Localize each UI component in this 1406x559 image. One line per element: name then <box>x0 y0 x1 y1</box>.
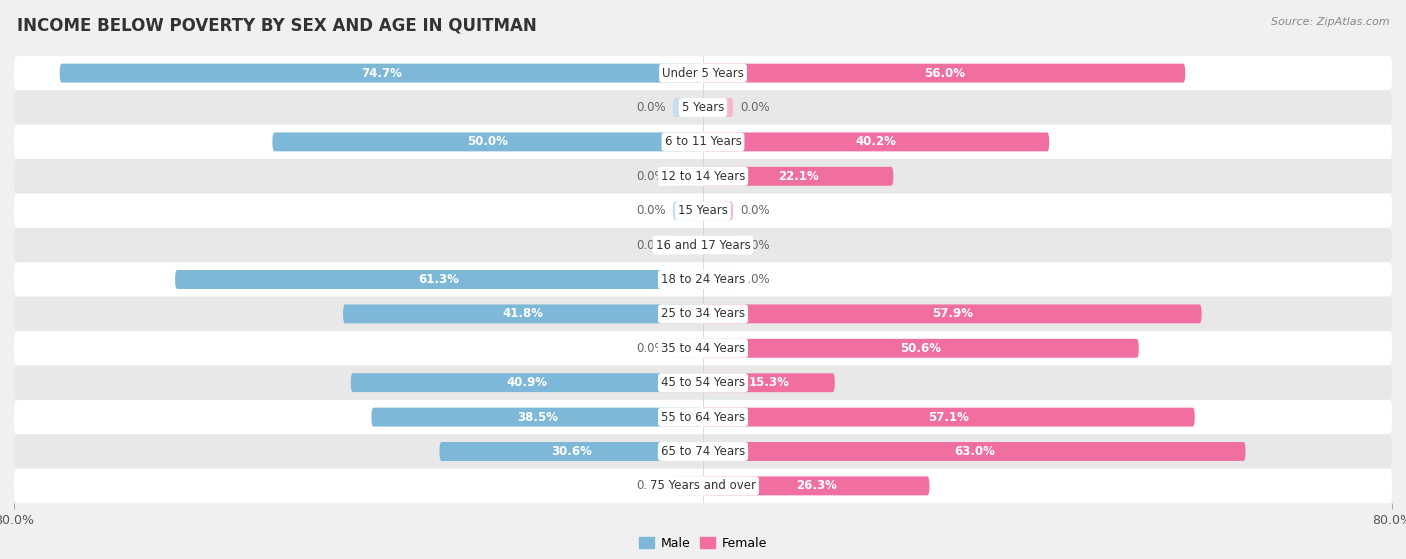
Text: 15 Years: 15 Years <box>678 204 728 217</box>
Text: 26.3%: 26.3% <box>796 480 837 492</box>
Text: 41.8%: 41.8% <box>502 307 544 320</box>
FancyBboxPatch shape <box>14 228 1392 262</box>
Text: 38.5%: 38.5% <box>517 411 558 424</box>
Text: 25 to 34 Years: 25 to 34 Years <box>661 307 745 320</box>
Text: 18 to 24 Years: 18 to 24 Years <box>661 273 745 286</box>
Text: 35 to 44 Years: 35 to 44 Years <box>661 342 745 355</box>
Text: 50.0%: 50.0% <box>467 135 508 148</box>
Legend: Male, Female: Male, Female <box>634 532 772 555</box>
Text: 0.0%: 0.0% <box>637 342 666 355</box>
FancyBboxPatch shape <box>14 434 1392 468</box>
Text: INCOME BELOW POVERTY BY SEX AND AGE IN QUITMAN: INCOME BELOW POVERTY BY SEX AND AGE IN Q… <box>17 17 537 35</box>
Text: 6 to 11 Years: 6 to 11 Years <box>665 135 741 148</box>
FancyBboxPatch shape <box>14 366 1392 400</box>
FancyBboxPatch shape <box>14 56 1392 91</box>
FancyBboxPatch shape <box>703 64 1185 83</box>
FancyBboxPatch shape <box>59 64 703 83</box>
Text: 40.2%: 40.2% <box>856 135 897 148</box>
FancyBboxPatch shape <box>673 98 703 117</box>
FancyBboxPatch shape <box>14 468 1392 503</box>
Text: 65 to 74 Years: 65 to 74 Years <box>661 445 745 458</box>
FancyBboxPatch shape <box>703 201 733 220</box>
Text: 56.0%: 56.0% <box>924 67 965 79</box>
FancyBboxPatch shape <box>673 201 703 220</box>
FancyBboxPatch shape <box>673 167 703 186</box>
Text: 5 Years: 5 Years <box>682 101 724 114</box>
FancyBboxPatch shape <box>14 262 1392 297</box>
FancyBboxPatch shape <box>703 98 733 117</box>
FancyBboxPatch shape <box>350 373 703 392</box>
Text: 0.0%: 0.0% <box>740 101 769 114</box>
Text: 0.0%: 0.0% <box>637 480 666 492</box>
Text: 15.3%: 15.3% <box>748 376 789 389</box>
Text: 0.0%: 0.0% <box>637 204 666 217</box>
FancyBboxPatch shape <box>673 236 703 254</box>
Text: 45 to 54 Years: 45 to 54 Years <box>661 376 745 389</box>
FancyBboxPatch shape <box>703 270 733 289</box>
Text: 50.6%: 50.6% <box>900 342 942 355</box>
Text: Under 5 Years: Under 5 Years <box>662 67 744 79</box>
FancyBboxPatch shape <box>703 236 733 254</box>
FancyBboxPatch shape <box>703 167 893 186</box>
FancyBboxPatch shape <box>343 305 703 323</box>
Text: 0.0%: 0.0% <box>740 204 769 217</box>
Text: 61.3%: 61.3% <box>419 273 460 286</box>
Text: 0.0%: 0.0% <box>637 170 666 183</box>
Text: 22.1%: 22.1% <box>778 170 818 183</box>
FancyBboxPatch shape <box>14 91 1392 125</box>
FancyBboxPatch shape <box>673 339 703 358</box>
FancyBboxPatch shape <box>14 400 1392 434</box>
FancyBboxPatch shape <box>371 408 703 427</box>
FancyBboxPatch shape <box>703 408 1195 427</box>
FancyBboxPatch shape <box>14 297 1392 331</box>
FancyBboxPatch shape <box>176 270 703 289</box>
Text: 16 and 17 Years: 16 and 17 Years <box>655 239 751 252</box>
Text: 55 to 64 Years: 55 to 64 Years <box>661 411 745 424</box>
Text: 12 to 14 Years: 12 to 14 Years <box>661 170 745 183</box>
FancyBboxPatch shape <box>703 339 1139 358</box>
Text: 40.9%: 40.9% <box>506 376 547 389</box>
FancyBboxPatch shape <box>703 442 1246 461</box>
FancyBboxPatch shape <box>273 132 703 151</box>
Text: 75 Years and over: 75 Years and over <box>650 480 756 492</box>
FancyBboxPatch shape <box>703 476 929 495</box>
FancyBboxPatch shape <box>703 373 835 392</box>
Text: 0.0%: 0.0% <box>740 273 769 286</box>
Text: 63.0%: 63.0% <box>953 445 994 458</box>
Text: Source: ZipAtlas.com: Source: ZipAtlas.com <box>1271 17 1389 27</box>
FancyBboxPatch shape <box>14 193 1392 228</box>
FancyBboxPatch shape <box>703 132 1049 151</box>
FancyBboxPatch shape <box>14 159 1392 193</box>
Text: 30.6%: 30.6% <box>551 445 592 458</box>
Text: 57.9%: 57.9% <box>932 307 973 320</box>
FancyBboxPatch shape <box>14 331 1392 366</box>
Text: 0.0%: 0.0% <box>637 101 666 114</box>
FancyBboxPatch shape <box>703 305 1202 323</box>
FancyBboxPatch shape <box>14 125 1392 159</box>
Text: 74.7%: 74.7% <box>361 67 402 79</box>
FancyBboxPatch shape <box>673 476 703 495</box>
Text: 0.0%: 0.0% <box>637 239 666 252</box>
Text: 0.0%: 0.0% <box>740 239 769 252</box>
Text: 57.1%: 57.1% <box>928 411 969 424</box>
FancyBboxPatch shape <box>440 442 703 461</box>
